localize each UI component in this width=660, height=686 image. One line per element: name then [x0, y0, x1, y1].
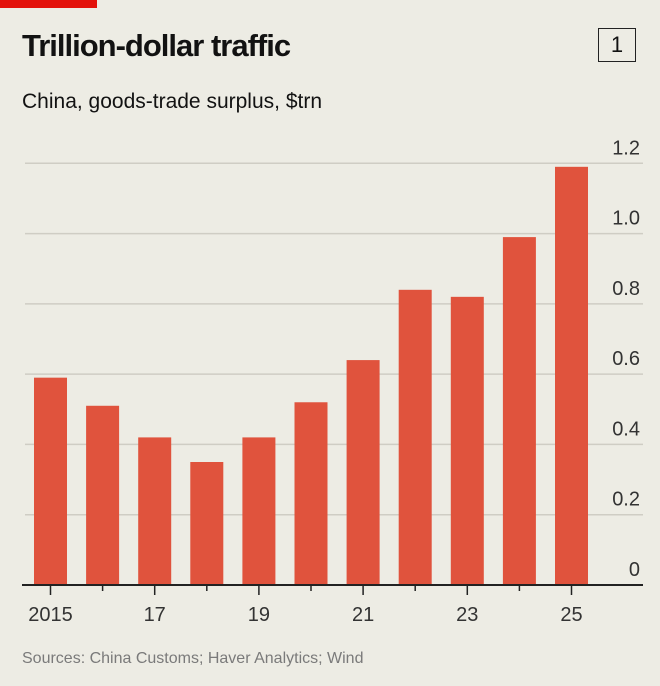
- y-tick-label: 0.6: [612, 348, 640, 370]
- y-tick-label: 1.2: [612, 137, 640, 159]
- bar-2017: [138, 437, 172, 585]
- x-tick-label: 25: [560, 604, 582, 626]
- x-tick-label: 19: [248, 604, 270, 626]
- bar-2025: [555, 166, 588, 586]
- bar-2018: [190, 462, 224, 585]
- bar-2015: [34, 377, 67, 585]
- bar-2022: [398, 289, 432, 585]
- bar-2020: [294, 402, 328, 585]
- brand-accent-bar: [0, 0, 97, 8]
- x-tick-label: 2015: [28, 604, 73, 626]
- bar-2023: [450, 296, 484, 585]
- y-tick-label: 0.4: [612, 418, 640, 440]
- source-note: Sources: China Customs; Haver Analytics;…: [22, 650, 364, 667]
- bar-2021: [346, 360, 380, 585]
- bar-2024: [502, 237, 536, 585]
- y-tick-label: 0.2: [612, 489, 640, 511]
- chart-number-badge: 1: [598, 28, 636, 62]
- chart-title: Trillion-dollar traffic: [22, 28, 291, 63]
- chart-subtitle: China, goods-trade surplus, $trn: [22, 90, 322, 113]
- bar-2016: [86, 405, 120, 585]
- x-tick-label: 21: [352, 604, 374, 626]
- bar-2019: [242, 437, 276, 585]
- y-tick-label: 0.8: [612, 278, 640, 300]
- x-tick-label: 17: [144, 604, 166, 626]
- x-tick-label: 23: [456, 604, 478, 626]
- y-tick-label: 1.0: [612, 208, 640, 230]
- y-tick-label: 0: [629, 559, 640, 581]
